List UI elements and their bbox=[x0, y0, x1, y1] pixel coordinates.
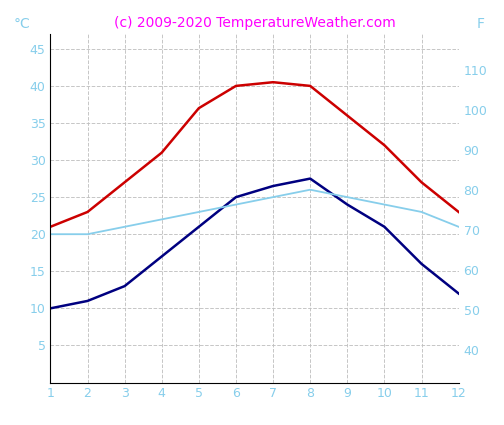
Title: (c) 2009-2020 TemperatureWeather.com: (c) 2009-2020 TemperatureWeather.com bbox=[113, 16, 396, 30]
Text: F: F bbox=[477, 17, 485, 31]
Text: °C: °C bbox=[14, 17, 30, 31]
